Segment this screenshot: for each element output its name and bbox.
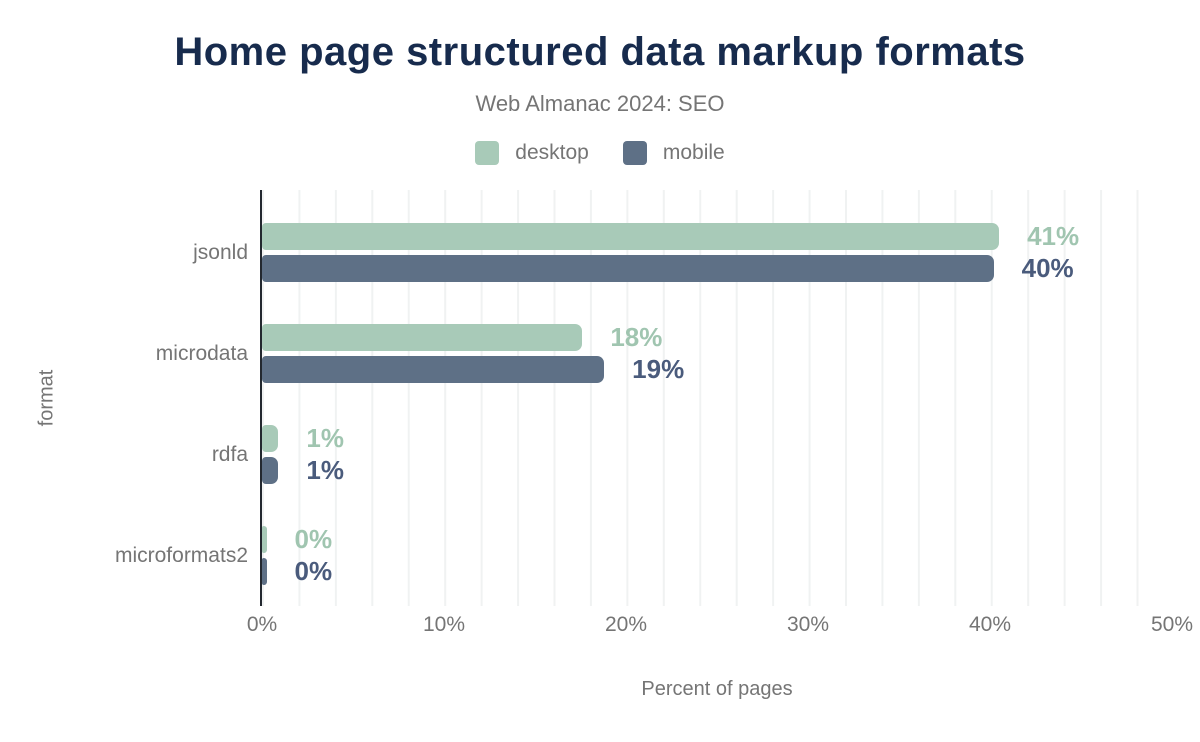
bar-value-desktop-jsonld: 41% bbox=[1027, 221, 1080, 251]
bar-mobile-microformats2[interactable] bbox=[262, 558, 267, 585]
legend-label-desktop: desktop bbox=[515, 141, 589, 164]
bar-value-mobile-jsonld: 40% bbox=[1021, 253, 1074, 283]
bar-desktop-microdata[interactable] bbox=[262, 324, 583, 351]
desktop-swatch-icon bbox=[475, 141, 500, 165]
bar-desktop-rdfa[interactable] bbox=[262, 425, 279, 452]
bar-value-desktop-microformats2: 0% bbox=[294, 524, 333, 554]
category-label-microdata: microdata bbox=[155, 341, 248, 365]
bar-value-desktop-rdfa: 1% bbox=[306, 423, 344, 453]
bar-group-microdata: microdata 18% 19% bbox=[156, 303, 1172, 404]
bar-rows: jsonld 41% 40% microdata 18% 19% rdfa 1% 1% micro… bbox=[115, 190, 1172, 606]
x-tick-20pct: 20% bbox=[604, 613, 648, 636]
y-axis-title: format bbox=[35, 369, 58, 427]
x-tick-40pct: 40% bbox=[968, 613, 1012, 636]
bar-line-mobile-microformats2: 0% bbox=[262, 558, 1172, 585]
bar-line-desktop-microdata: 18% bbox=[262, 324, 1172, 351]
bar-mobile-microdata[interactable] bbox=[262, 356, 605, 383]
bar-value-mobile-microformats2: 0% bbox=[294, 556, 333, 586]
bar-group-jsonld: jsonld 41% 40% bbox=[193, 202, 1172, 303]
x-tick-10pct: 10% bbox=[422, 613, 466, 636]
bar-line-mobile-jsonld: 40% bbox=[262, 255, 1172, 282]
category-label-jsonld: jsonld bbox=[193, 240, 248, 264]
chart-title: Home page structured data markup formats bbox=[174, 30, 1026, 74]
bar-value-mobile-microdata: 19% bbox=[632, 354, 685, 384]
legend-item-mobile[interactable]: mobile bbox=[622, 141, 725, 165]
bar-mobile-jsonld[interactable] bbox=[262, 255, 994, 282]
legend-item-desktop[interactable]: desktop bbox=[475, 141, 589, 165]
plot-area: jsonld 41% 40% microdata 18% 19% rdfa 1% 1% micro… bbox=[115, 190, 1172, 606]
category-label-rdfa: rdfa bbox=[211, 442, 248, 466]
x-axis-title: Percent of pages bbox=[641, 678, 793, 700]
bar-desktop-jsonld[interactable] bbox=[262, 223, 1000, 250]
bar-line-desktop-jsonld: 41% bbox=[262, 223, 1172, 250]
bar-group-microformats2: microformats2 0% 0% bbox=[115, 505, 1172, 606]
x-tick-30pct: 30% bbox=[786, 613, 830, 636]
x-tick-50pct: 50% bbox=[1150, 613, 1194, 636]
bar-value-mobile-rdfa: 1% bbox=[306, 455, 344, 485]
legend: desktop mobile bbox=[0, 141, 1200, 165]
x-axis-ticks: 0% 10% 20% 30% 40% 50% bbox=[247, 613, 1193, 639]
bar-group-rdfa: rdfa 1% 1% bbox=[212, 404, 1172, 505]
chart-subtitle: Web Almanac 2024: SEO bbox=[475, 91, 725, 116]
bar-value-desktop-microdata: 18% bbox=[610, 322, 663, 352]
bar-line-desktop-microformats2: 0% bbox=[262, 526, 1172, 553]
bar-line-mobile-microdata: 19% bbox=[262, 356, 1172, 383]
bar-mobile-rdfa[interactable] bbox=[262, 457, 279, 484]
x-tick-0pct: 0% bbox=[246, 613, 278, 636]
mobile-swatch-icon bbox=[622, 141, 647, 165]
bar-desktop-microformats2[interactable] bbox=[262, 526, 267, 553]
category-label-microformats2: microformats2 bbox=[114, 543, 248, 567]
bar-line-mobile-rdfa: 1% bbox=[262, 457, 1172, 484]
bar-line-desktop-rdfa: 1% bbox=[262, 425, 1172, 452]
legend-label-mobile: mobile bbox=[662, 141, 725, 164]
